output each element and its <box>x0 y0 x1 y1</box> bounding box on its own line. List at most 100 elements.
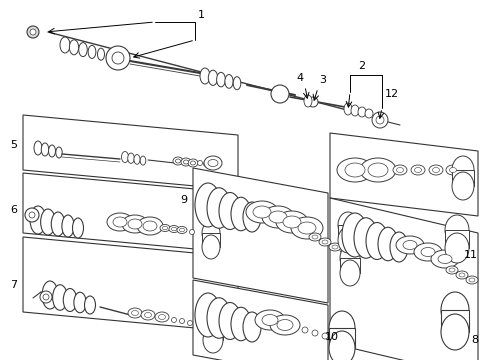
Ellipse shape <box>308 233 320 241</box>
Ellipse shape <box>337 212 357 238</box>
Ellipse shape <box>173 157 183 165</box>
Ellipse shape <box>219 302 241 339</box>
Ellipse shape <box>230 307 250 341</box>
Ellipse shape <box>254 310 285 330</box>
Ellipse shape <box>402 240 416 249</box>
Text: 6: 6 <box>10 205 17 215</box>
Ellipse shape <box>137 217 163 235</box>
Ellipse shape <box>430 250 458 268</box>
Ellipse shape <box>269 315 299 335</box>
Text: 2: 2 <box>357 61 365 71</box>
Ellipse shape <box>183 160 188 164</box>
Ellipse shape <box>353 218 377 258</box>
Ellipse shape <box>444 215 468 245</box>
Circle shape <box>30 29 36 35</box>
Ellipse shape <box>69 40 79 55</box>
Ellipse shape <box>445 266 457 274</box>
Circle shape <box>40 291 52 303</box>
Circle shape <box>270 85 288 103</box>
Ellipse shape <box>364 109 372 118</box>
Polygon shape <box>193 280 327 360</box>
Ellipse shape <box>396 167 403 172</box>
Ellipse shape <box>190 161 195 165</box>
Circle shape <box>197 161 202 166</box>
Ellipse shape <box>359 158 395 182</box>
Ellipse shape <box>297 222 315 234</box>
Ellipse shape <box>365 222 387 260</box>
Text: 5: 5 <box>10 140 17 150</box>
Ellipse shape <box>195 183 221 227</box>
Ellipse shape <box>142 221 157 231</box>
Polygon shape <box>23 115 238 190</box>
Text: 10: 10 <box>325 332 338 342</box>
Ellipse shape <box>428 165 442 175</box>
Ellipse shape <box>175 159 180 163</box>
Ellipse shape <box>34 141 42 155</box>
Ellipse shape <box>121 152 128 162</box>
Ellipse shape <box>208 70 217 85</box>
Polygon shape <box>23 237 238 332</box>
Circle shape <box>187 320 192 325</box>
Ellipse shape <box>128 219 142 229</box>
Ellipse shape <box>127 153 134 163</box>
Text: 12: 12 <box>384 89 398 99</box>
Ellipse shape <box>290 217 323 239</box>
Ellipse shape <box>276 320 292 330</box>
Ellipse shape <box>451 172 473 200</box>
Ellipse shape <box>207 159 218 166</box>
Ellipse shape <box>444 233 468 263</box>
Circle shape <box>189 230 194 234</box>
Ellipse shape <box>268 211 286 223</box>
Bar <box>337 225 357 240</box>
Ellipse shape <box>367 163 387 177</box>
Ellipse shape <box>42 281 58 309</box>
Circle shape <box>307 97 317 107</box>
Ellipse shape <box>74 292 86 313</box>
Ellipse shape <box>321 240 327 244</box>
Ellipse shape <box>336 158 372 182</box>
Ellipse shape <box>203 156 222 170</box>
Ellipse shape <box>206 188 230 228</box>
Ellipse shape <box>328 331 354 360</box>
Ellipse shape <box>206 298 230 338</box>
Ellipse shape <box>30 206 46 234</box>
Circle shape <box>179 319 184 324</box>
Ellipse shape <box>389 232 407 262</box>
Bar <box>328 328 354 348</box>
Ellipse shape <box>252 206 270 218</box>
Ellipse shape <box>337 227 357 253</box>
Polygon shape <box>329 133 477 216</box>
Ellipse shape <box>339 260 359 286</box>
Ellipse shape <box>410 165 424 175</box>
Ellipse shape <box>357 107 365 117</box>
Ellipse shape <box>437 255 451 264</box>
Ellipse shape <box>144 312 151 318</box>
Ellipse shape <box>440 314 468 350</box>
Ellipse shape <box>72 218 83 238</box>
Text: 8: 8 <box>470 335 477 345</box>
Circle shape <box>29 212 35 218</box>
Circle shape <box>27 26 39 38</box>
Ellipse shape <box>63 288 77 311</box>
Circle shape <box>311 330 317 336</box>
Ellipse shape <box>395 236 423 254</box>
Ellipse shape <box>377 227 397 261</box>
Ellipse shape <box>262 206 293 228</box>
Circle shape <box>302 327 307 333</box>
Ellipse shape <box>343 103 351 115</box>
Polygon shape <box>23 173 238 253</box>
Ellipse shape <box>304 95 311 107</box>
Ellipse shape <box>392 165 406 175</box>
Ellipse shape <box>283 216 301 228</box>
Ellipse shape <box>318 238 330 246</box>
Ellipse shape <box>219 193 241 230</box>
Circle shape <box>25 208 39 222</box>
Ellipse shape <box>48 145 55 157</box>
Bar <box>444 230 468 248</box>
Ellipse shape <box>224 75 233 88</box>
Circle shape <box>112 52 124 64</box>
Ellipse shape <box>339 245 359 271</box>
Ellipse shape <box>179 228 184 232</box>
Ellipse shape <box>468 278 474 282</box>
Ellipse shape <box>79 42 87 57</box>
